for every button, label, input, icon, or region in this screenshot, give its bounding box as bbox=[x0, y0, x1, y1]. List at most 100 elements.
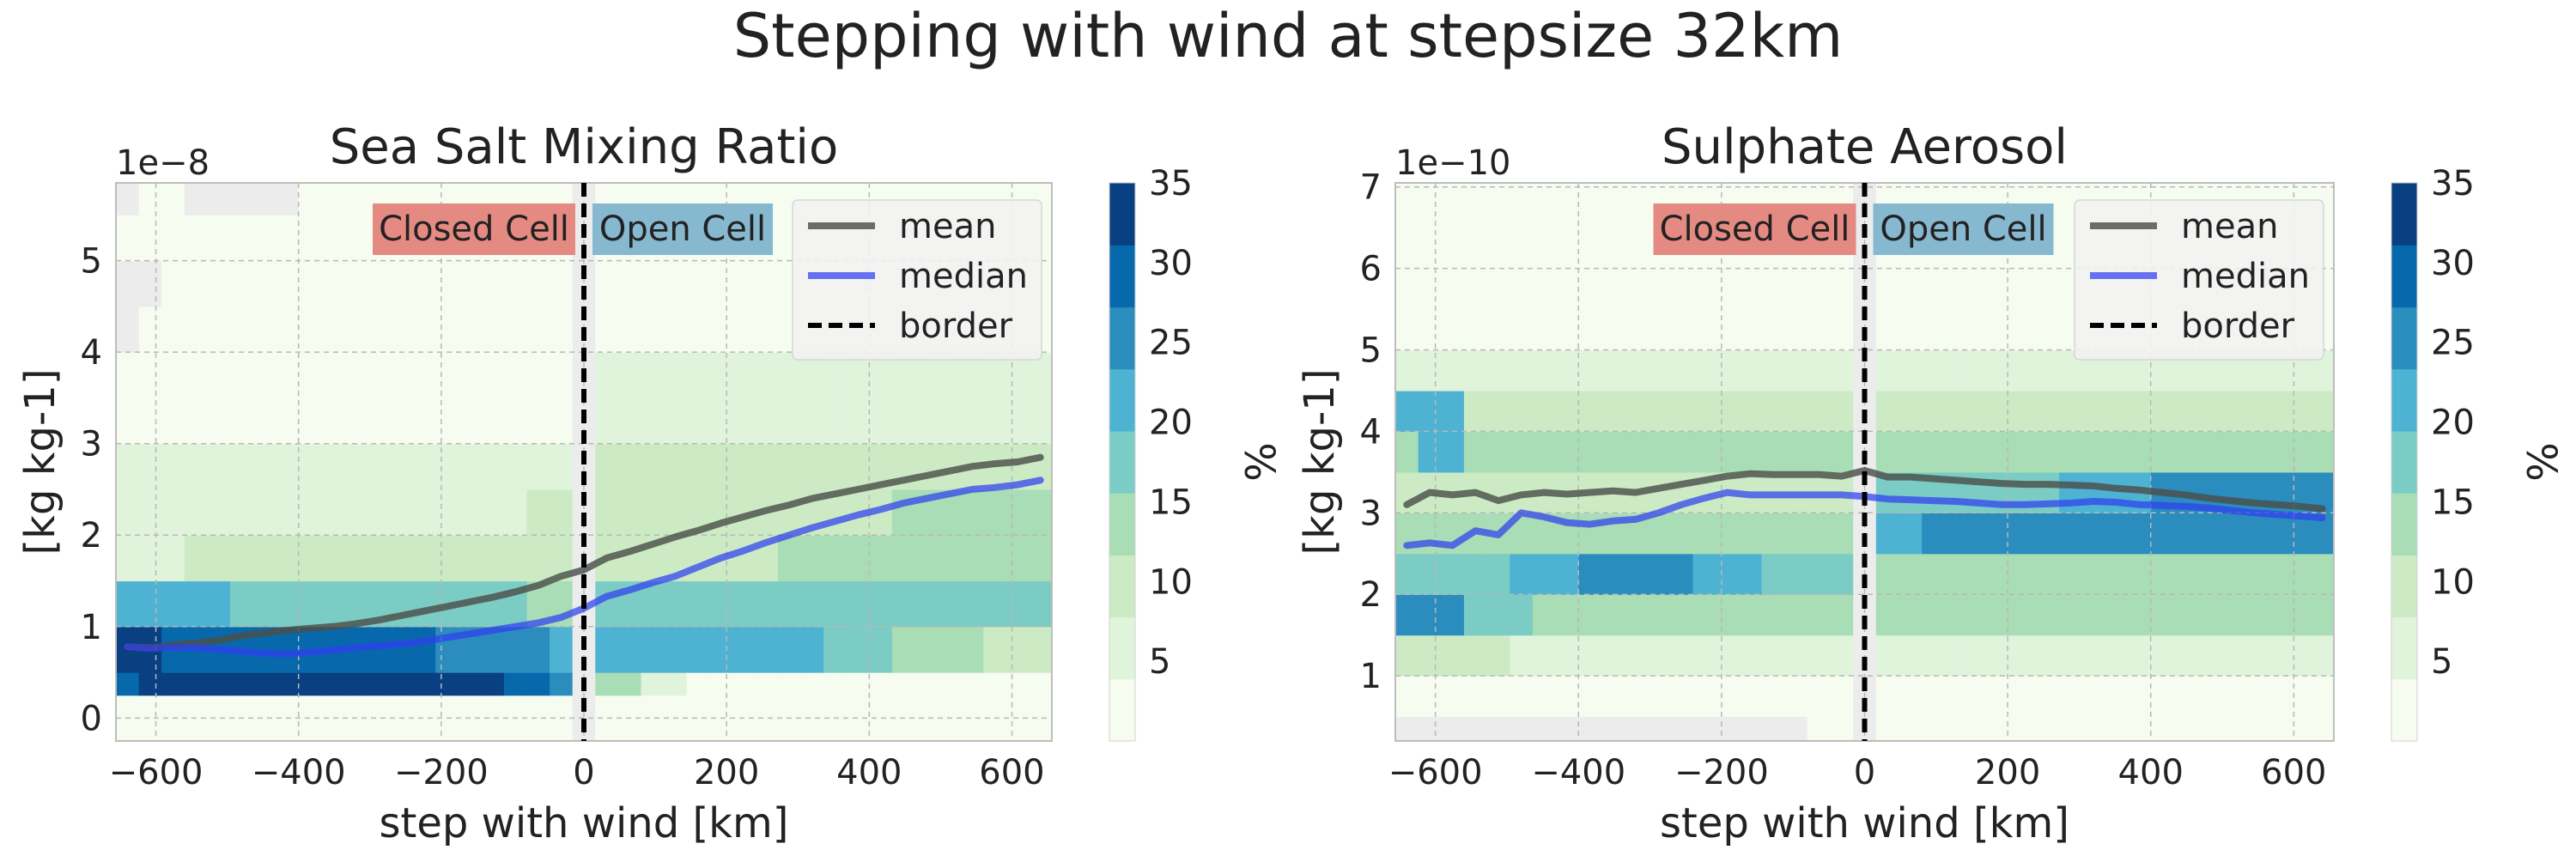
heatmap-cell bbox=[435, 535, 459, 582]
y-tick-label: 7 bbox=[1360, 168, 1382, 208]
y-axis-label: [kg kg-1] bbox=[1296, 368, 1344, 555]
heatmap-cell bbox=[960, 398, 984, 445]
heatmap-cell bbox=[1922, 676, 1946, 718]
heatmap-cell bbox=[1601, 431, 1625, 473]
heatmap-cell bbox=[1510, 431, 1534, 473]
heatmap-cell bbox=[1784, 513, 1808, 555]
heatmap-cell bbox=[2173, 390, 2197, 433]
heatmap-cell bbox=[1395, 349, 1419, 392]
closed-cell-label-bg bbox=[373, 203, 575, 255]
colorbar-label: % bbox=[1235, 442, 1283, 482]
heatmap-cell bbox=[1647, 676, 1671, 718]
heatmap-cell bbox=[1601, 553, 1625, 595]
heatmap-cell bbox=[550, 672, 574, 696]
heatmap-cell bbox=[2242, 471, 2266, 513]
heatmap-cell bbox=[229, 535, 254, 582]
heatmap-cell bbox=[595, 443, 619, 490]
heatmap-cell bbox=[1830, 309, 1854, 351]
heatmap-cell bbox=[343, 489, 368, 536]
heatmap-cell bbox=[1669, 634, 1694, 677]
heatmap-cell bbox=[2036, 594, 2060, 636]
heatmap-cell bbox=[755, 306, 779, 353]
heatmap-cell bbox=[1922, 716, 1946, 742]
heatmap-cell bbox=[617, 626, 642, 673]
heatmap-cell bbox=[777, 443, 802, 490]
y-tick-label: 2 bbox=[81, 516, 102, 555]
heatmap-cell bbox=[435, 443, 459, 490]
heatmap-cell bbox=[1441, 309, 1465, 351]
heatmap-cell bbox=[276, 535, 300, 582]
heatmap-cell bbox=[252, 580, 276, 628]
heatmap-cell bbox=[526, 695, 550, 742]
heatmap-cell bbox=[1624, 390, 1648, 433]
heatmap-cell bbox=[458, 306, 482, 353]
heatmap-cell bbox=[412, 260, 436, 307]
heatmap-cell bbox=[1899, 716, 1923, 742]
heatmap-cell bbox=[1463, 349, 1488, 392]
heatmap-cell bbox=[960, 489, 984, 536]
heatmap-cell bbox=[138, 443, 162, 490]
heatmap-cell bbox=[2013, 349, 2038, 392]
heatmap-cell bbox=[481, 443, 505, 490]
y-tick-label: 4 bbox=[81, 333, 102, 373]
heatmap-cell bbox=[207, 398, 231, 445]
colorbar-segment bbox=[2391, 555, 2417, 618]
heatmap-cell bbox=[1005, 398, 1030, 445]
heatmap-cell bbox=[1441, 268, 1465, 310]
heatmap-cell bbox=[1807, 553, 1832, 595]
heatmap-cell bbox=[1624, 431, 1648, 473]
heatmap-cell bbox=[1784, 268, 1808, 310]
heatmap-cell bbox=[1944, 634, 1969, 677]
heatmap-cell bbox=[595, 260, 619, 307]
heatmap-cell bbox=[914, 672, 939, 696]
y-tick-label: 1 bbox=[81, 608, 102, 647]
heatmap-cell bbox=[1555, 553, 1579, 595]
heatmap-cell bbox=[503, 443, 528, 490]
heatmap-cell bbox=[1532, 716, 1557, 742]
heatmap-cell bbox=[686, 535, 710, 582]
heatmap-cell bbox=[1555, 716, 1579, 742]
heatmap-cell bbox=[2196, 634, 2221, 677]
heatmap-cell bbox=[1029, 672, 1053, 696]
heatmap-cell bbox=[2219, 390, 2243, 433]
heatmap-cell bbox=[321, 489, 345, 536]
heatmap-cell bbox=[2150, 716, 2174, 742]
heatmap-cell bbox=[1555, 349, 1579, 392]
heatmap-cell bbox=[1784, 553, 1808, 595]
heatmap-cell bbox=[412, 443, 436, 490]
heatmap-cell bbox=[1716, 513, 1740, 555]
heatmap-cell bbox=[1692, 676, 1716, 718]
heatmap-cell bbox=[2287, 716, 2312, 742]
heatmap-cell bbox=[276, 215, 300, 262]
heatmap-cell bbox=[367, 398, 391, 445]
colorbar-tick-label: 20 bbox=[1149, 404, 1193, 443]
heatmap-cell bbox=[321, 215, 345, 262]
colorbar-tick-label: 15 bbox=[1149, 483, 1193, 522]
heatmap-cell bbox=[343, 260, 368, 307]
heatmap-cell bbox=[891, 489, 916, 536]
heatmap-cell bbox=[2081, 594, 2106, 636]
heatmap-cell bbox=[1738, 309, 1763, 351]
heatmap-cell bbox=[1738, 553, 1763, 595]
heatmap-cell bbox=[1990, 513, 2014, 555]
heatmap-cell bbox=[1784, 390, 1808, 433]
panel-2: Closed Cell Open Cell mean median border −600… bbox=[1296, 119, 2565, 847]
heatmap-cell bbox=[641, 306, 665, 353]
heatmap-cell bbox=[1441, 349, 1465, 392]
heatmap-cell bbox=[2219, 716, 2243, 742]
heatmap-cell bbox=[709, 306, 733, 353]
heatmap-cell bbox=[1601, 349, 1625, 392]
heatmap-cell bbox=[777, 535, 802, 582]
heatmap-cell bbox=[1395, 431, 1419, 473]
heatmap-cell bbox=[1716, 553, 1740, 595]
heatmap-cell bbox=[869, 626, 893, 673]
heatmap-cell bbox=[1967, 676, 1991, 718]
heatmap-cell bbox=[1395, 183, 1419, 228]
heatmap-cell bbox=[367, 443, 391, 490]
heatmap-cell bbox=[1738, 349, 1763, 392]
heatmap-cell bbox=[184, 352, 208, 399]
heatmap-cell bbox=[252, 215, 276, 262]
heatmap-cell bbox=[412, 398, 436, 445]
heatmap-cell bbox=[412, 306, 436, 353]
heatmap-cell bbox=[1463, 309, 1488, 351]
